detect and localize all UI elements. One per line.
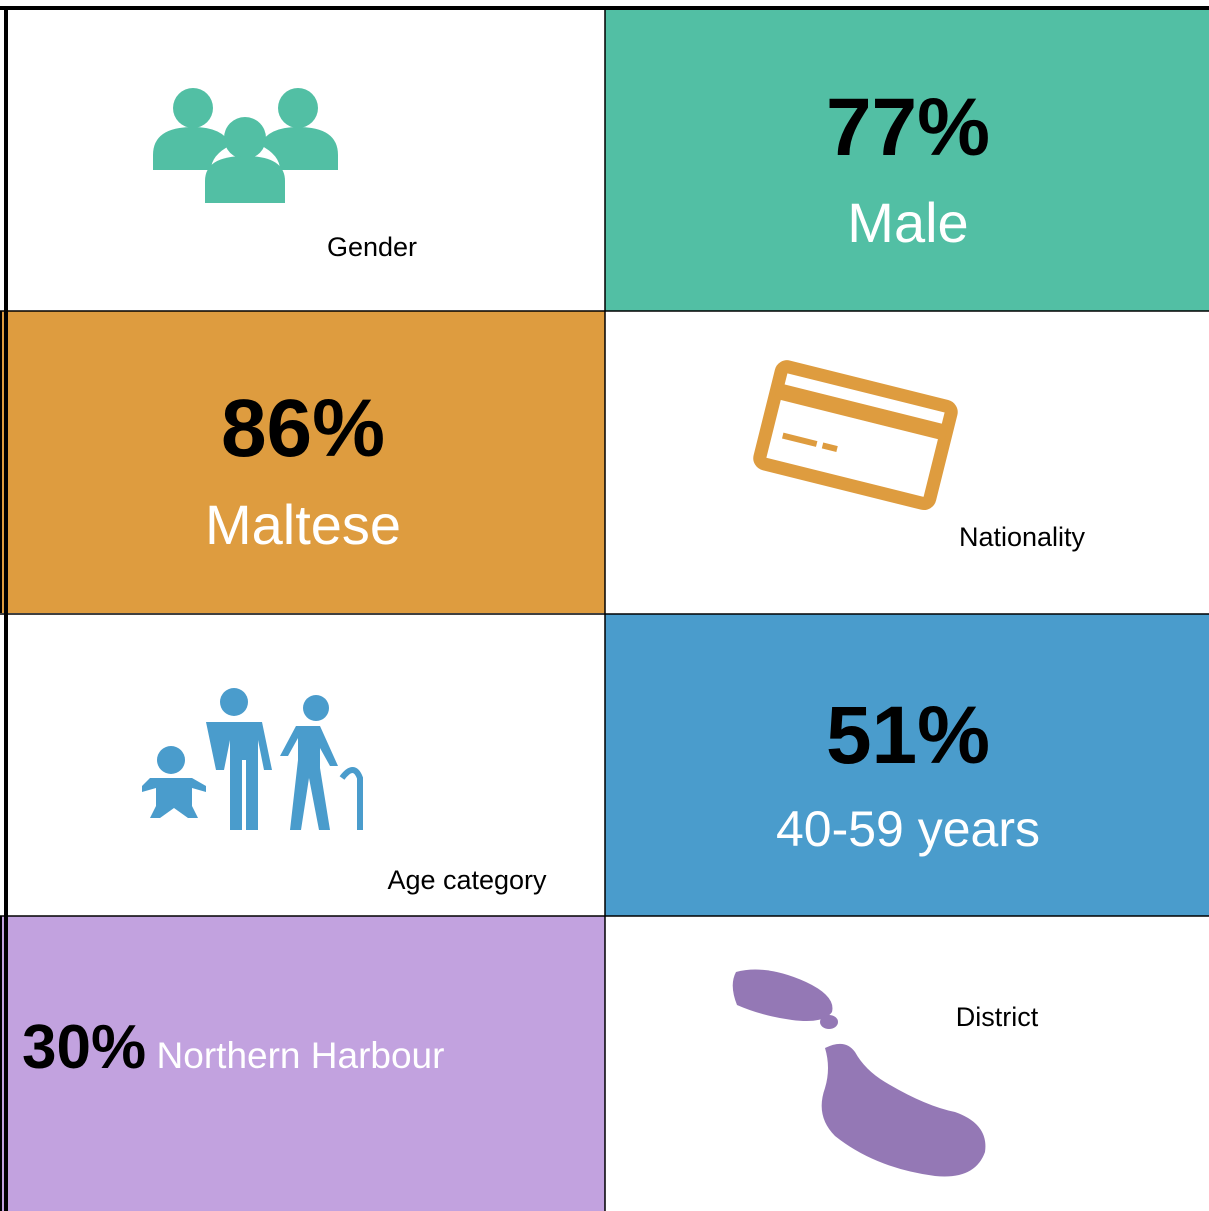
card-icon — [753, 360, 958, 511]
attribute-label: Gender — [327, 232, 417, 262]
percent: 86% — [221, 383, 385, 474]
attribute-label: Nationality — [959, 522, 1086, 552]
value: Maltese — [205, 493, 401, 556]
malta-map-icon — [732, 969, 986, 1177]
tile-maltese — [0, 311, 605, 613]
percent: 51% — [826, 690, 990, 781]
percent: 77% — [826, 82, 990, 173]
value: Northern Harbour — [157, 1035, 445, 1076]
tile-male — [605, 10, 1209, 311]
tile-age — [605, 614, 1209, 916]
grid — [0, 6, 1209, 1211]
family-icon — [142, 688, 363, 830]
attribute-label: District — [956, 1002, 1039, 1032]
district-line: 30% Northern Harbour — [22, 1013, 444, 1082]
value: 40-59 years — [776, 801, 1040, 857]
value: Male — [847, 191, 968, 254]
percent: 30% — [22, 1013, 146, 1082]
people-icon — [153, 88, 338, 203]
tile-district — [0, 916, 605, 1211]
attribute-label: Age category — [387, 865, 547, 895]
